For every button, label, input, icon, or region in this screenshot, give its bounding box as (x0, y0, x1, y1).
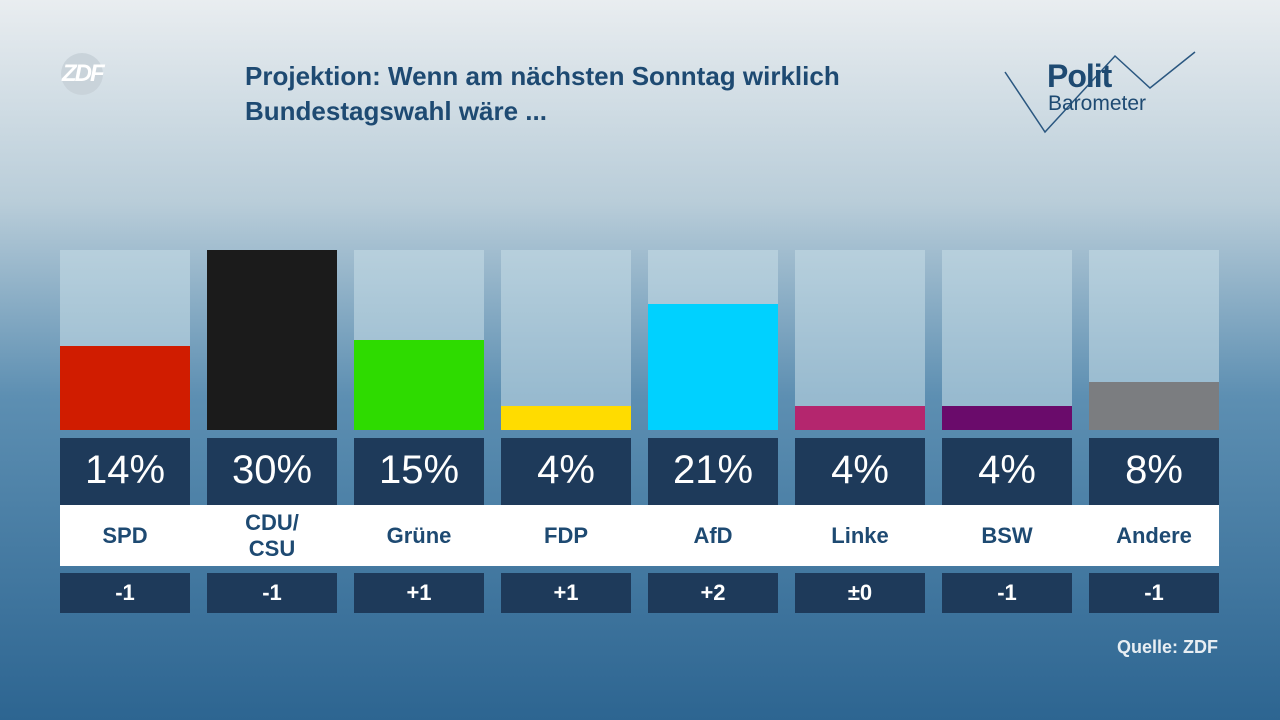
change-box (354, 573, 484, 613)
bar-track (795, 250, 925, 430)
category-label: FDP (544, 522, 588, 548)
category-label: Linke (831, 522, 889, 548)
bar-track (942, 250, 1072, 430)
value-label: 4% (537, 448, 595, 492)
value-box (1089, 438, 1219, 505)
value-label: 21% (672, 448, 754, 492)
category-label: Grüne (386, 522, 452, 548)
value-box (942, 438, 1072, 505)
bar-track (501, 250, 631, 430)
change-label: ±0 (847, 580, 873, 605)
value-label: 15% (378, 448, 460, 492)
change-box (207, 573, 337, 613)
broadcaster-logo: ZDF (62, 60, 105, 87)
label-band (60, 505, 1219, 566)
change-label: -1 (997, 580, 1017, 605)
change-box (501, 573, 631, 613)
source: Quelle: ZDF (1116, 637, 1218, 657)
bar (501, 406, 631, 430)
change-box (648, 573, 778, 613)
bar (60, 346, 190, 430)
value-box (795, 438, 925, 505)
value-label: 30% (231, 448, 313, 492)
value-label: 14% (84, 448, 166, 492)
bar (795, 406, 925, 430)
bar (207, 250, 337, 430)
change-label: -1 (1144, 580, 1164, 605)
change-label: +2 (700, 580, 726, 605)
value-label: 8% (1125, 448, 1183, 492)
chart-title: Projektion: Wenn am nächsten Sonntag wir… (245, 61, 840, 126)
logo-circle (61, 53, 103, 95)
bar (1089, 382, 1219, 430)
category-label: AfD (693, 522, 733, 548)
show-logo: Polit (1047, 58, 1112, 94)
change-label: +1 (553, 580, 579, 605)
logo-line (1004, 51, 1196, 134)
value-label: 4% (831, 448, 889, 492)
bar (942, 406, 1072, 430)
change-box (795, 573, 925, 613)
bar (354, 340, 484, 430)
category-label: SPD (102, 522, 148, 548)
value-box (207, 438, 337, 505)
value-box (60, 438, 190, 505)
change-box (60, 573, 190, 613)
change-label: +1 (406, 580, 432, 605)
value-label: 4% (978, 448, 1036, 492)
change-box (942, 573, 1072, 613)
change-box (1089, 573, 1219, 613)
value-box (354, 438, 484, 505)
category-label: BSW (981, 522, 1033, 548)
bar (648, 304, 778, 430)
category-label: Andere (1116, 522, 1192, 548)
value-box (648, 438, 778, 505)
category-label: CDU/ CSU (245, 509, 299, 561)
change-label: -1 (115, 580, 135, 605)
change-label: -1 (262, 580, 282, 605)
value-box (501, 438, 631, 505)
show-logo: Barometer (1048, 92, 1147, 115)
